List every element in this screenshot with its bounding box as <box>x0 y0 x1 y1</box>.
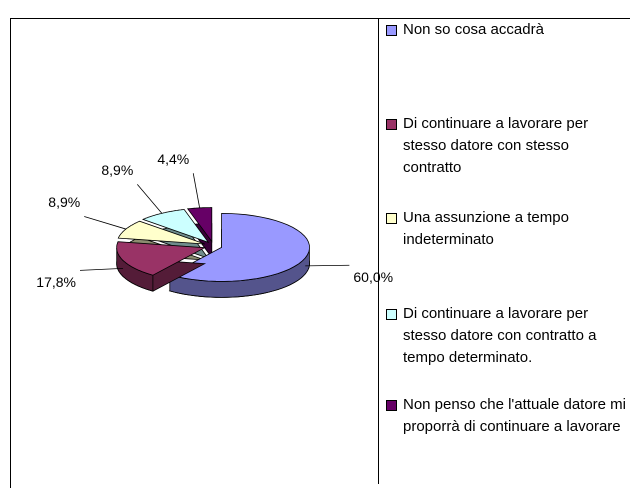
legend-label: Di continuare a lavorare per stesso dato… <box>403 115 589 176</box>
leader-line <box>305 264 350 267</box>
data-label: 17,8% <box>36 274 76 290</box>
data-label: 4,4% <box>157 151 189 167</box>
legend-item: Una assunzione a tempo indeterminato <box>386 207 631 251</box>
data-label: 60,0% <box>353 269 393 285</box>
legend-swatch <box>386 309 397 320</box>
legend-swatch <box>386 25 397 36</box>
slice-top <box>186 207 213 243</box>
pie-slice <box>116 241 207 292</box>
leader-line <box>79 267 124 271</box>
pie-slice <box>186 207 213 259</box>
legend-label: Non penso che l'attuale datore mi propor… <box>403 396 627 435</box>
slice-top <box>117 220 206 245</box>
legend-swatch <box>386 213 397 224</box>
legend-swatch <box>386 400 397 411</box>
legend-item: Di continuare a lavorare per stesso dato… <box>386 113 631 179</box>
pie-slice <box>168 212 310 298</box>
slice-top <box>168 212 310 282</box>
legend-item: Non penso che l'attuale datore mi propor… <box>386 394 631 438</box>
chart-frame <box>10 18 630 488</box>
legend-swatch <box>386 119 397 130</box>
leader-line <box>192 173 201 208</box>
data-label: 8,9% <box>48 194 80 210</box>
leader-line <box>137 184 163 214</box>
legend-item: Non so cosa accadrà <box>386 19 631 41</box>
legend-separator <box>378 18 379 484</box>
slice-top <box>116 241 207 276</box>
leader-line <box>84 216 127 230</box>
data-label: 8,9% <box>101 162 133 178</box>
legend-label: Una assunzione a tempo indeterminato <box>403 209 569 248</box>
slice-top <box>141 209 210 244</box>
legend-label: Non so cosa accadrà <box>403 21 544 38</box>
legend-label: Di continuare a lavorare per stesso dato… <box>403 305 597 366</box>
legend-item: Di continuare a lavorare per stesso dato… <box>386 303 631 369</box>
